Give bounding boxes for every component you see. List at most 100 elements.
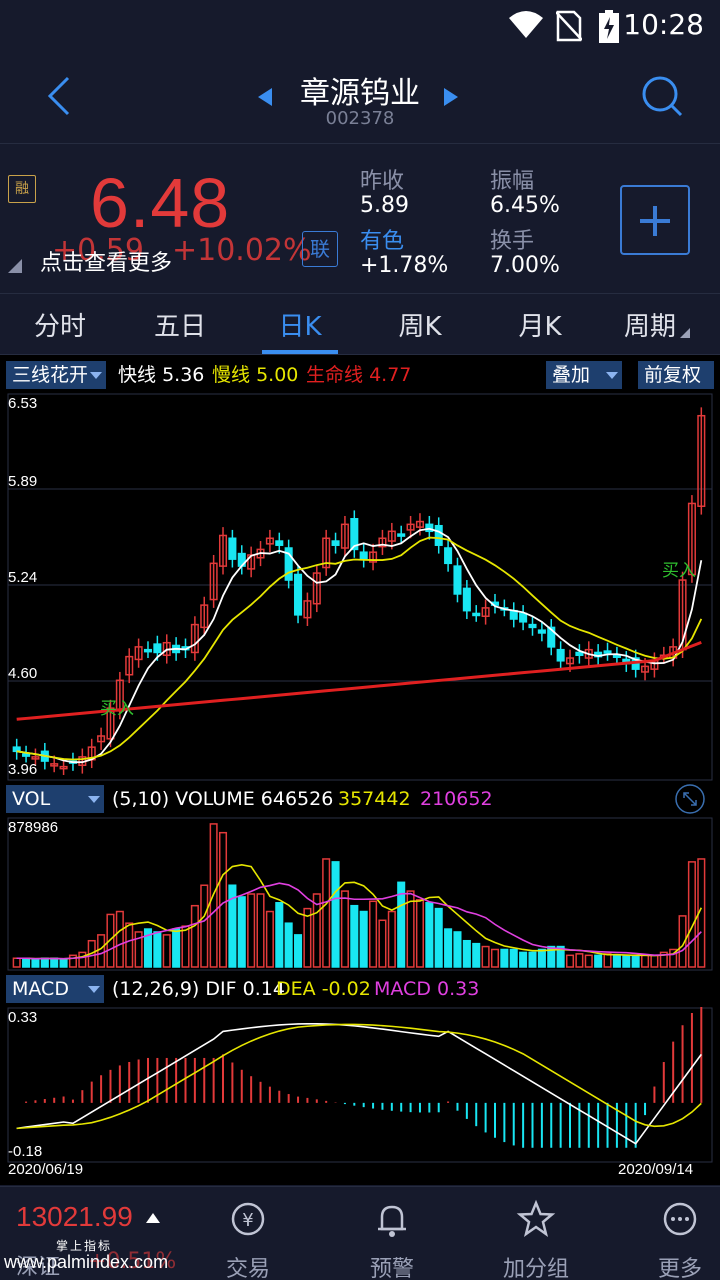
volume-indicator-bar: VOL (5,10) VOLUME 646526 357442 210652 [0, 783, 720, 815]
svg-text:¥: ¥ [242, 1210, 253, 1231]
volume-bar [481, 945, 490, 968]
nav-more[interactable]: 更多 [608, 1187, 720, 1280]
price-axis-4: 4.60 [8, 665, 38, 682]
nav-add-group-label: 加分组 [502, 1257, 569, 1280]
bottom-nav: 13021.99 掌上指标 深证 +0.51% ¥ 交易 预警 加分组 更多 [0, 1186, 720, 1280]
volume-bar [622, 954, 631, 968]
candle-body [228, 537, 237, 560]
candle-body [378, 537, 387, 548]
volume-bar [237, 896, 246, 968]
volume-bar [406, 890, 415, 968]
volume-bar [200, 884, 209, 968]
volume-bar [387, 910, 396, 968]
candle-body [369, 551, 378, 563]
volume-bar [153, 931, 162, 968]
clock: 10:28 [623, 8, 704, 41]
candle-body [556, 648, 565, 662]
candle-body [322, 537, 331, 569]
volume-bar [340, 890, 349, 968]
chart-area[interactable]: 三线花开 快线 5.36 慢线 5.00 生命线 4.77 叠加 前复权 6.5… [0, 355, 720, 1185]
stock-code: 002378 [325, 108, 395, 129]
nav-trade[interactable]: ¥ 交易 [176, 1187, 320, 1280]
volume-bar [369, 900, 378, 968]
volume-indicator-select[interactable]: VOL [6, 785, 104, 813]
quote-panel[interactable]: 融 6.48 +0.59 +10.02% 点击查看更多 联 昨收 5.89 振幅… [0, 145, 720, 293]
tab-period[interactable]: 周期 [623, 312, 676, 342]
candle-body [303, 600, 312, 619]
view-more-tip[interactable]: 点击查看更多 [40, 251, 173, 276]
chevron-down-icon [88, 986, 100, 993]
macd-chart[interactable] [0, 1007, 720, 1163]
volume-bar [565, 954, 575, 968]
main-indicator-select[interactable]: 三线花开 [6, 361, 106, 389]
kline-chart[interactable] [0, 393, 720, 781]
volume-bar [500, 948, 509, 968]
linked-badge[interactable]: 联 [302, 231, 338, 267]
candle-body [294, 573, 303, 616]
stat-label-sector[interactable]: 有色 [360, 229, 405, 254]
volume-bar [331, 861, 340, 968]
tab-daily-k[interactable]: 日K [278, 312, 322, 342]
next-stock-icon[interactable] [444, 88, 458, 106]
stat-value-amplitude: 6.45% [490, 193, 560, 218]
back-icon[interactable] [44, 74, 74, 118]
volume-chart[interactable] [0, 817, 720, 971]
margin-badge: 融 [8, 175, 36, 203]
chart-frame [7, 393, 713, 781]
tab-monthly-k[interactable]: 月K [518, 312, 562, 342]
expand-icon[interactable] [674, 783, 706, 815]
macd-params: (12,26,9) DIF 0.14 [112, 978, 285, 1000]
volume-bar [547, 945, 556, 968]
prev-stock-icon[interactable] [258, 88, 272, 106]
price-change: +0.59 [52, 233, 144, 268]
add-watchlist-button[interactable] [620, 185, 690, 255]
overlay-select[interactable]: 叠加 [546, 361, 622, 389]
nav-add-group[interactable]: 加分组 [464, 1187, 608, 1280]
volume-bar [181, 925, 190, 968]
macd-dea: DEA -0.02 [276, 978, 371, 1000]
adjust-select[interactable]: 前复权 [638, 361, 714, 389]
volume-bar [97, 934, 106, 968]
star-icon [516, 1199, 556, 1237]
macd-indicator-select[interactable]: MACD [6, 975, 104, 1003]
tab-intraday[interactable]: 分时 [33, 312, 86, 342]
price-axis-min: 3.96 [8, 761, 38, 778]
tab-five-day[interactable]: 五日 [153, 312, 206, 342]
candle-body [200, 604, 209, 629]
volume-ma10-line [16, 882, 702, 960]
index-value: 13021.99 [16, 1201, 133, 1232]
volume-bar [528, 951, 537, 968]
tab-weekly-k[interactable]: 周K [398, 312, 442, 342]
volume-bar [172, 928, 181, 968]
dif-line [16, 1022, 702, 1145]
period-tabs: 分时 五日 日K 周K 月K 周期 [0, 293, 720, 355]
candle-body [265, 537, 274, 545]
price-change-pct: +10.02% [172, 233, 312, 268]
stat-label-amplitude: 振幅 [490, 169, 535, 194]
volume-bar [115, 910, 124, 968]
fast-line [16, 527, 703, 764]
candle-body [406, 523, 415, 531]
index-name: 深证 [16, 1255, 61, 1280]
candle-body [425, 523, 434, 533]
candle-body [641, 665, 650, 673]
market-index[interactable]: 13021.99 掌上指标 深证 +0.51% [0, 1187, 180, 1280]
volume-axis-max: 878986 [8, 819, 59, 836]
bell-icon [378, 1205, 406, 1237]
volume-bar [425, 902, 434, 968]
candle-body [350, 518, 359, 551]
volume-bar [190, 904, 199, 968]
nav-alert[interactable]: 预警 [320, 1187, 464, 1280]
volume-bar [125, 922, 134, 968]
dea-line [16, 1023, 702, 1130]
search-icon[interactable] [640, 74, 684, 118]
stock-name: 章源钨业 [300, 76, 420, 111]
nav-alert-label: 预警 [369, 1257, 414, 1280]
candle-body [528, 623, 537, 629]
volume-ma5: 357442 [338, 788, 411, 810]
candle-body [106, 707, 115, 740]
slow-line [16, 536, 703, 761]
candle-body [340, 523, 349, 549]
volume-bar [444, 928, 453, 968]
volume-bar [594, 954, 603, 968]
